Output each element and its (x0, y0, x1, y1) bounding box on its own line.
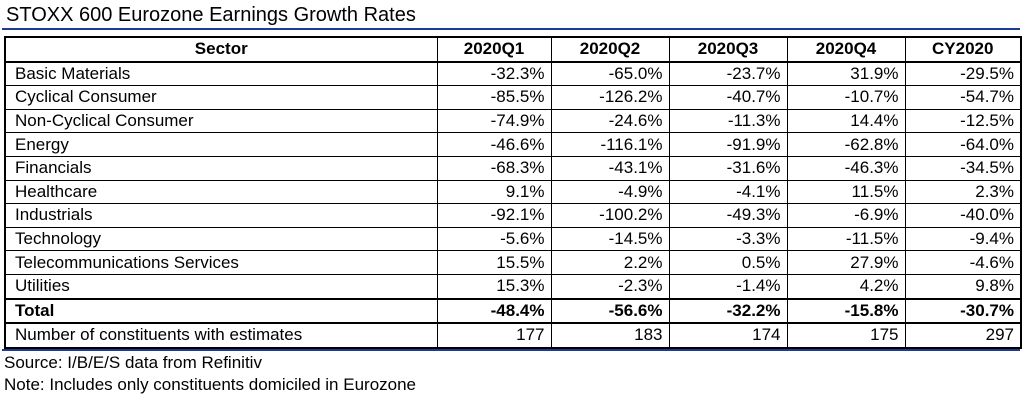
value-cell-2020q3: -32.2% (668, 297, 788, 325)
value-cell-2020q2: -43.1% (550, 155, 670, 181)
value-cell-2020q1: 15.3% (436, 273, 552, 300)
value-cell-2020q2: -2.3% (550, 273, 670, 300)
value-cell-2020q4: -15.8% (786, 297, 906, 325)
value-cell-cy2020: -9.4% (904, 226, 1022, 252)
value-cell-cy2020: -4.6% (904, 250, 1022, 275)
value-cell-2020q2: -56.6% (550, 297, 670, 325)
table-row: Industrials -92.1% -100.2% -49.3% -6.9% -40.0… (4, 203, 1022, 228)
value-cell-2020q2: -116.1% (550, 132, 670, 157)
value-cell-2020q2: -14.5% (550, 226, 670, 252)
value-cell-2020q3: 174 (668, 322, 788, 349)
value-cell-cy2020: -29.5% (904, 61, 1022, 87)
value-cell-2020q1: -48.4% (436, 297, 552, 325)
value-cell-cy2020: -30.7% (904, 297, 1022, 325)
value-cell-2020q3: -91.9% (668, 132, 788, 157)
sector-cell: Utilities (4, 273, 438, 300)
sector-cell: Healthcare (4, 179, 438, 205)
column-header-sector: Sector (4, 36, 438, 63)
table-row: Basic Materials -32.3% -65.0% -23.7% 31.9% -2… (4, 61, 1022, 87)
value-cell-2020q3: -3.3% (668, 226, 788, 252)
value-cell-2020q1: -92.1% (436, 203, 552, 228)
value-cell-2020q3: -11.3% (668, 108, 788, 134)
value-cell-2020q4: 175 (786, 322, 906, 349)
sector-cell: Energy (4, 132, 438, 157)
bottom-divider (2, 349, 1020, 351)
value-cell-2020q1: -5.6% (436, 226, 552, 252)
value-cell-2020q1: 9.1% (436, 179, 552, 205)
value-cell-2020q4: -62.8% (786, 132, 906, 157)
sector-cell: Technology (4, 226, 438, 252)
footnote: Note: Includes only constituents domicil… (4, 375, 417, 394)
value-cell-cy2020: -40.0% (904, 203, 1022, 228)
column-header-cy2020: CY2020 (904, 36, 1022, 63)
value-cell-2020q4: 11.5% (786, 179, 906, 205)
value-cell-cy2020: -54.7% (904, 85, 1022, 110)
value-cell-2020q1: -74.9% (436, 108, 552, 134)
sector-cell: Total (4, 297, 438, 325)
value-cell-2020q4: 4.2% (786, 273, 906, 300)
value-cell-2020q4: 31.9% (786, 61, 906, 87)
value-cell-2020q4: -46.3% (786, 155, 906, 181)
value-cell-2020q1: 177 (436, 322, 552, 349)
total-row: Total -48.4% -56.6% -32.2% -15.8% -30.7% (4, 297, 1022, 325)
value-cell-2020q3: -1.4% (668, 273, 788, 300)
value-cell-2020q3: -4.1% (668, 179, 788, 205)
value-cell-2020q3: -49.3% (668, 203, 788, 228)
value-cell-cy2020: -12.5% (904, 108, 1022, 134)
table-title: STOXX 600 Eurozone Earnings Growth Rates (6, 4, 416, 26)
column-header-2020q1: 2020Q1 (436, 36, 552, 63)
earnings-growth-table: Sector 2020Q1 2020Q2 2020Q3 2020Q4 CY202… (4, 36, 1022, 349)
value-cell-2020q3: -40.7% (668, 85, 788, 110)
column-header-2020q4: 2020Q4 (786, 36, 906, 63)
value-cell-cy2020: 9.8% (904, 273, 1022, 300)
source-note: Source: I/B/E/S data from Refinitiv (4, 353, 262, 372)
value-cell-cy2020: -64.0% (904, 132, 1022, 157)
table-row: Telecommunications Services 15.5% 2.2% 0.5%… (4, 250, 1022, 275)
sector-cell: Industrials (4, 203, 438, 228)
table-body: Basic Materials -32.3% -65.0% -23.7% 31.9% -2… (4, 61, 1022, 349)
value-cell-cy2020: -34.5% (904, 155, 1022, 181)
sector-cell: Basic Materials (4, 61, 438, 87)
value-cell-2020q4: 14.4% (786, 108, 906, 134)
value-cell-2020q4: -6.9% (786, 203, 906, 228)
value-cell-2020q4: 27.9% (786, 250, 906, 275)
value-cell-2020q1: -32.3% (436, 61, 552, 87)
value-cell-2020q2: 2.2% (550, 250, 670, 275)
table-row: Financials -68.3% -43.1% -31.6% -46.3% -34.5% (4, 155, 1022, 181)
value-cell-2020q2: -65.0% (550, 61, 670, 87)
constituents-count-row: Number of constituents with estimates 177… (4, 322, 1022, 349)
value-cell-2020q1: 15.5% (436, 250, 552, 275)
top-divider (2, 28, 1020, 30)
table-row: Cyclical Consumer -85.5% -126.2% -40.7% -10.… (4, 85, 1022, 110)
value-cell-2020q2: -4.9% (550, 179, 670, 205)
table-row: Technology -5.6% -14.5% -3.3% -11.5% -9.4% (4, 226, 1022, 252)
sector-cell: Non-Cyclical Consumer (4, 108, 438, 134)
value-cell-2020q4: -11.5% (786, 226, 906, 252)
value-cell-2020q1: -46.6% (436, 132, 552, 157)
table-row: Utilities 15.3% -2.3% -1.4% 4.2% 9.8% (4, 273, 1022, 300)
value-cell-cy2020: 2.3% (904, 179, 1022, 205)
value-cell-2020q2: 183 (550, 322, 670, 349)
column-header-2020q3: 2020Q3 (668, 36, 788, 63)
header-row: Sector 2020Q1 2020Q2 2020Q3 2020Q4 CY202… (4, 36, 1022, 63)
sector-cell: Telecommunications Services (4, 250, 438, 275)
value-cell-2020q2: -100.2% (550, 203, 670, 228)
value-cell-2020q2: -24.6% (550, 108, 670, 134)
value-cell-cy2020: 297 (904, 322, 1022, 349)
value-cell-2020q3: -31.6% (668, 155, 788, 181)
value-cell-2020q4: -10.7% (786, 85, 906, 110)
table-row: Non-Cyclical Consumer -74.9% -24.6% -11.3% 1… (4, 108, 1022, 134)
value-cell-2020q3: 0.5% (668, 250, 788, 275)
sector-cell: Number of constituents with estimates (4, 322, 438, 349)
table-row: Energy -46.6% -116.1% -91.9% -62.8% -64.0% (4, 132, 1022, 157)
sector-cell: Cyclical Consumer (4, 85, 438, 110)
value-cell-2020q1: -85.5% (436, 85, 552, 110)
value-cell-2020q2: -126.2% (550, 85, 670, 110)
value-cell-2020q1: -68.3% (436, 155, 552, 181)
table-row: Healthcare 9.1% -4.9% -4.1% 11.5% 2.3% (4, 179, 1022, 205)
column-header-2020q2: 2020Q2 (550, 36, 670, 63)
value-cell-2020q3: -23.7% (668, 61, 788, 87)
sector-cell: Financials (4, 155, 438, 181)
